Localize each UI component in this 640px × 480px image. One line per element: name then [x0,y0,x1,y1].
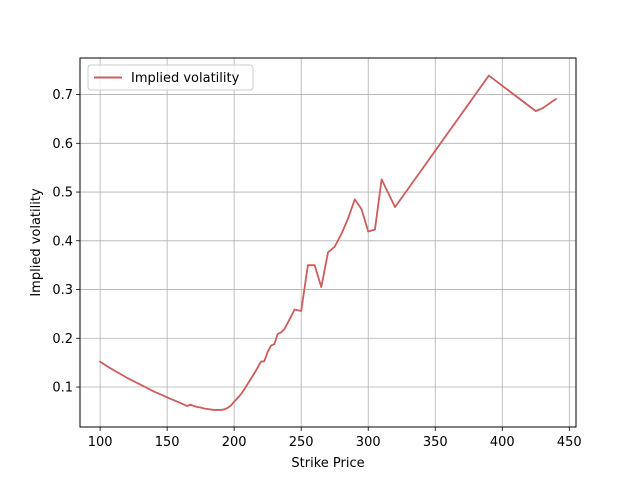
x-tick-label: 150 [155,435,180,450]
y-tick-label: 0.6 [52,137,73,152]
y-tick-label: 0.4 [52,234,73,249]
series-line-0 [99,74,557,411]
y-tick-label: 0.7 [52,88,73,103]
legend-label: Implied volatility [131,71,240,86]
legend-box [87,64,254,91]
x-tick-label: 300 [356,435,381,450]
x-tick-label: 400 [490,435,515,450]
y-tick-label: 0.3 [52,283,73,298]
y-axis-label: Implied volatility [29,188,44,297]
legend: Implied volatility [87,64,254,91]
plot-frame [79,57,577,428]
y-axis: 0.1 0.2 0.3 0.4 0.5 0.6 0.7 [52,88,80,396]
x-tick-label: 250 [289,435,314,450]
grid [80,58,576,427]
x-axis: 100 150 200 250 300 350 400 450 [88,427,582,450]
x-tick-label: 350 [423,435,448,450]
x-axis-label: Strike Price [291,456,364,471]
series-layer [99,74,557,411]
x-tick-label: 450 [557,435,582,450]
x-tick-label: 200 [222,435,247,450]
y-tick-label: 0.1 [52,381,73,396]
y-tick-label: 0.5 [52,186,73,201]
x-tick-label: 100 [88,435,113,450]
y-tick-label: 0.2 [52,332,73,347]
